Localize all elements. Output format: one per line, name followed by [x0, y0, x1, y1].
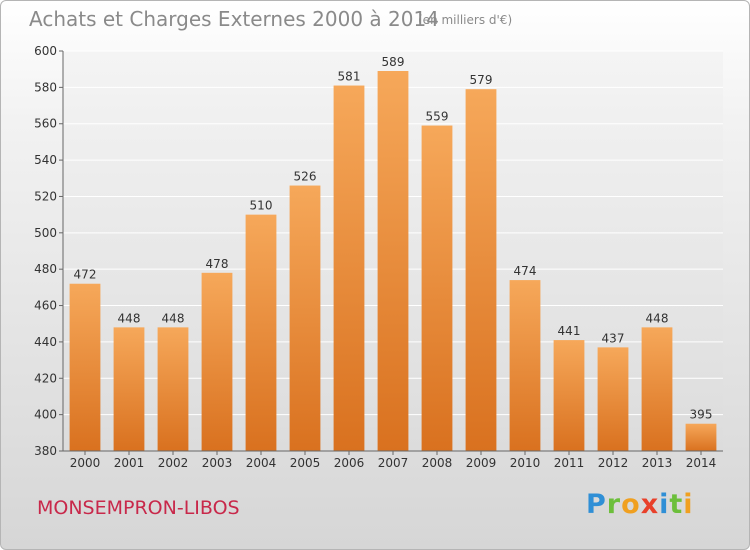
proxiti-logo: Proxiti: [586, 489, 694, 520]
x-tick-label: 2006: [334, 456, 365, 470]
x-tick-label: 2005: [290, 456, 321, 470]
bar-value-label: 441: [558, 324, 581, 338]
y-tick-label: 380: [34, 444, 57, 458]
x-tick-label: 2000: [70, 456, 101, 470]
x-tick-label: 2001: [114, 456, 145, 470]
x-tick-label: 2014: [686, 456, 717, 470]
bar: [333, 85, 365, 451]
bar: [553, 340, 585, 451]
y-tick-label: 440: [34, 335, 57, 349]
bar-value-label: 579: [470, 73, 493, 87]
x-tick-label: 2004: [246, 456, 277, 470]
y-tick-label: 520: [34, 189, 57, 203]
chart-title: Achats et Charges Externes 2000 à 2014: [29, 7, 439, 31]
y-tick-label: 420: [34, 371, 57, 385]
bar-value-label: 448: [118, 311, 141, 325]
x-tick-label: 2009: [466, 456, 497, 470]
bar-value-label: 526: [294, 170, 317, 184]
y-tick-label: 500: [34, 226, 57, 240]
bar: [245, 214, 277, 451]
x-tick-label: 2003: [202, 456, 233, 470]
bar: [465, 89, 497, 451]
commune-name: MONSEMPRON-LIBOS: [37, 497, 240, 519]
x-tick-label: 2007: [378, 456, 409, 470]
bar-value-label: 448: [646, 311, 669, 325]
y-tick-label: 400: [34, 408, 57, 422]
bar-value-label: 448: [162, 311, 185, 325]
x-tick-label: 2011: [554, 456, 585, 470]
bar: [509, 280, 541, 451]
bar: [157, 327, 189, 451]
bar-value-label: 510: [250, 199, 273, 213]
y-tick-label: 600: [34, 44, 57, 58]
bar: [597, 347, 629, 451]
bar-value-label: 559: [426, 110, 449, 124]
bar-value-label: 474: [514, 264, 537, 278]
bar: [377, 71, 409, 451]
bar: [421, 125, 453, 451]
x-tick-label: 2002: [158, 456, 189, 470]
bar: [113, 327, 145, 451]
bar-value-label: 478: [206, 257, 229, 271]
chart-subtitle: (en milliers d'€): [418, 13, 513, 27]
y-tick-label: 560: [34, 117, 57, 131]
bar: [289, 185, 321, 451]
x-tick-label: 2008: [422, 456, 453, 470]
bar-value-label: 437: [602, 331, 625, 345]
bar-value-label: 472: [74, 268, 97, 282]
bar-value-label: 395: [690, 408, 713, 422]
bar: [201, 272, 233, 451]
bar: [685, 423, 717, 451]
bar: [69, 283, 101, 451]
y-tick-label: 460: [34, 299, 57, 313]
y-tick-label: 580: [34, 80, 57, 94]
bar-value-label: 589: [382, 55, 405, 69]
x-tick-label: 2013: [642, 456, 673, 470]
y-tick-label: 480: [34, 262, 57, 276]
x-tick-label: 2012: [598, 456, 629, 470]
bar: [641, 327, 673, 451]
bar-value-label: 581: [338, 70, 361, 84]
x-tick-label: 2010: [510, 456, 541, 470]
y-tick-label: 540: [34, 153, 57, 167]
